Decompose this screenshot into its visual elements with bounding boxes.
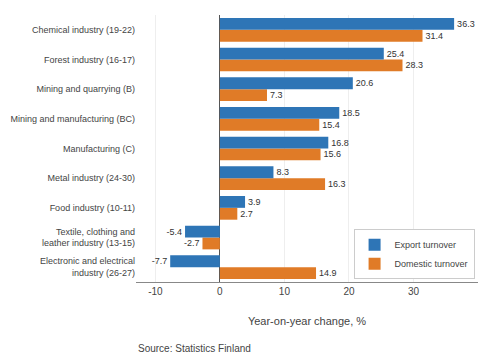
svg-text:30: 30 [408, 286, 420, 297]
svg-text:16.8: 16.8 [331, 138, 349, 148]
svg-text:Year-on-year change, %: Year-on-year change, % [248, 315, 366, 327]
svg-text:8.3: 8.3 [276, 167, 289, 177]
svg-text:Electronic and electricalindus: Electronic and electricalindustry (26-27… [40, 256, 135, 278]
svg-text:31.4: 31.4 [426, 31, 444, 41]
svg-text:-2.7: -2.7 [184, 238, 200, 248]
svg-text:7.3: 7.3 [270, 90, 283, 100]
svg-text:2.7: 2.7 [240, 209, 253, 219]
svg-text:Food industry (10-11): Food industry (10-11) [50, 203, 135, 213]
svg-text:Mining and quarrying (B): Mining and quarrying (B) [36, 84, 135, 94]
svg-text:25.4: 25.4 [387, 49, 405, 59]
svg-text:36.3: 36.3 [457, 19, 475, 29]
svg-text:Metal industry (24-30): Metal industry (24-30) [47, 173, 135, 183]
svg-text:15.4: 15.4 [322, 120, 340, 130]
svg-text:-10: -10 [148, 286, 163, 297]
svg-text:0: 0 [217, 286, 223, 297]
svg-text:10: 10 [279, 286, 291, 297]
svg-text:Textile, clothing andleather i: Textile, clothing andleather industry (1… [42, 227, 135, 249]
svg-text:18.5: 18.5 [342, 108, 360, 118]
svg-text:-7.7: -7.7 [152, 256, 168, 266]
svg-text:Export turnover: Export turnover [395, 240, 457, 250]
svg-text:14.9: 14.9 [319, 268, 337, 278]
svg-text:Domestic turnover: Domestic turnover [395, 259, 468, 269]
svg-text:Forest industry (16-17): Forest industry (16-17) [44, 55, 135, 65]
svg-text:28.3: 28.3 [406, 60, 424, 70]
svg-text:Chemical industry (19-22): Chemical industry (19-22) [32, 25, 135, 35]
svg-text:3.9: 3.9 [248, 197, 261, 207]
svg-text:20: 20 [343, 286, 355, 297]
svg-text:16.3: 16.3 [328, 179, 346, 189]
svg-text:Mining and manufacturing (BC): Mining and manufacturing (BC) [10, 114, 135, 124]
svg-text:-5.4: -5.4 [167, 227, 183, 237]
svg-text:20.6: 20.6 [356, 78, 374, 88]
svg-text:15.6: 15.6 [324, 149, 342, 159]
svg-text:Source: Statistics Finland: Source: Statistics Finland [138, 343, 251, 354]
svg-text:Manufacturing (C): Manufacturing (C) [63, 144, 135, 154]
